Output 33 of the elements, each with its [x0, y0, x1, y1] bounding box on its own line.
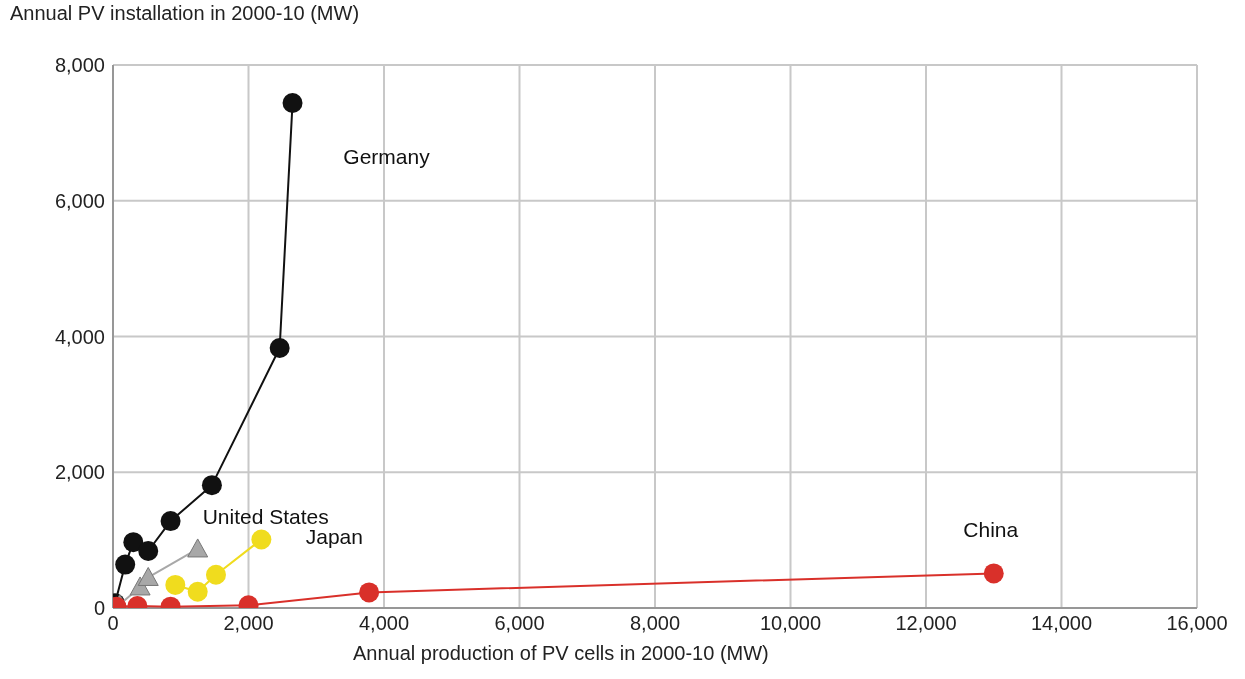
point — [187, 538, 209, 558]
point — [983, 563, 1004, 584]
x-tick-label: 0 — [107, 612, 119, 635]
point — [165, 574, 186, 595]
point — [359, 582, 380, 603]
series-label: China — [963, 517, 1019, 541]
y-tick-label: 8,000 — [54, 54, 105, 77]
x-tick-label: 6,000 — [494, 612, 545, 635]
x-tick-label: 4,000 — [358, 612, 410, 635]
y-tick-label: 0 — [93, 597, 105, 620]
point — [137, 566, 159, 586]
y-tick-label: 6,000 — [54, 189, 105, 212]
y-tick-label: 4,000 — [54, 325, 105, 348]
point — [205, 564, 226, 585]
x-tick-label: 14,000 — [1030, 612, 1093, 635]
point — [201, 475, 222, 496]
point — [138, 540, 159, 561]
point — [251, 529, 272, 550]
x-tick-label: 2,000 — [223, 612, 274, 635]
point — [187, 581, 208, 602]
x-tick-label: 10,000 — [759, 612, 822, 635]
point — [269, 338, 290, 359]
x-tick-label: 16,000 — [1166, 612, 1228, 635]
text: Germany — [343, 144, 431, 168]
point — [115, 554, 136, 575]
x-tick-label: 8,000 — [629, 612, 681, 635]
point — [123, 532, 144, 553]
point — [282, 93, 303, 114]
x-tick-label: 12,000 — [895, 612, 957, 635]
y-axis-title: Annual PV installation in 2000-10 (MW) — [10, 2, 360, 25]
point — [160, 511, 181, 532]
y-tick-label: 2,000 — [54, 461, 105, 484]
x-axis-title: Annual production of PV cells in 2000-10 (MW) — [353, 642, 769, 665]
